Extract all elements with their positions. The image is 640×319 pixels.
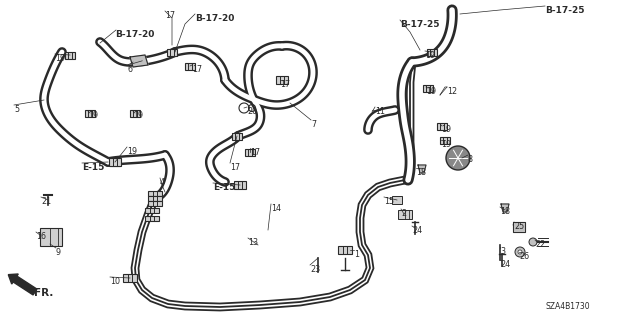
Text: 13: 13 [248,238,258,247]
Text: 19: 19 [426,87,436,96]
Text: 18: 18 [500,207,510,216]
Bar [398,210,412,219]
Text: FR.: FR. [34,288,53,298]
Bar [145,216,159,220]
Bar [85,109,95,116]
Bar [40,228,62,246]
Text: 5: 5 [14,105,19,114]
Text: 19: 19 [441,140,451,149]
Text: 8: 8 [468,155,473,164]
Text: 19: 19 [441,125,451,134]
Text: 23: 23 [310,265,320,274]
Text: 6: 6 [128,65,133,74]
Text: B-17-25: B-17-25 [545,6,584,15]
Bar [423,85,433,92]
Text: 17: 17 [192,65,202,74]
Text: 1: 1 [354,250,359,259]
Bar [110,159,120,166]
Text: E-15: E-15 [82,163,104,172]
Text: SZA4B1730: SZA4B1730 [545,302,589,311]
Text: 12: 12 [447,87,457,96]
Text: 24: 24 [412,226,422,235]
Text: 17: 17 [280,80,290,89]
Text: 20: 20 [247,107,257,116]
Bar [437,122,447,130]
Bar [338,246,352,254]
Circle shape [529,238,537,246]
Text: 2: 2 [401,209,406,218]
Bar [427,48,437,56]
Polygon shape [513,222,525,232]
Text: 22: 22 [535,240,545,249]
Bar [185,63,195,70]
FancyArrow shape [8,274,37,295]
Circle shape [518,250,522,254]
Bar [65,51,75,58]
Text: 11: 11 [375,107,385,116]
Circle shape [446,146,470,170]
Text: 24: 24 [500,260,510,269]
Text: 19: 19 [55,54,65,63]
Polygon shape [130,55,148,67]
Bar [232,132,242,139]
Text: 17: 17 [250,148,260,157]
Bar [245,149,255,155]
Bar [123,274,137,282]
Bar [148,190,162,196]
Text: 9: 9 [56,248,61,257]
Text: 4: 4 [160,178,165,187]
Text: 16: 16 [36,232,46,241]
Bar [145,207,159,212]
Polygon shape [501,204,509,212]
Text: 14: 14 [271,204,281,213]
Text: 25: 25 [514,222,524,231]
Polygon shape [418,165,426,173]
Text: 15: 15 [384,197,394,206]
Text: 10: 10 [110,277,120,286]
Text: 17: 17 [165,11,175,20]
Bar [148,196,162,201]
Bar [148,201,162,205]
Text: 3: 3 [500,247,505,256]
Bar [109,158,121,166]
Text: 19: 19 [88,111,98,120]
Text: 7: 7 [311,120,316,129]
Bar [276,76,288,84]
Text: B-17-20: B-17-20 [115,30,154,39]
Text: B-17-20: B-17-20 [195,14,234,23]
Text: 26: 26 [519,252,529,261]
Bar [130,109,140,116]
Text: 19: 19 [127,147,137,156]
Text: B-17-25: B-17-25 [400,20,440,29]
Text: 18: 18 [416,168,426,177]
Text: 19: 19 [133,111,143,120]
Text: 19: 19 [425,51,435,60]
Circle shape [515,247,525,257]
Text: 17: 17 [230,163,240,172]
Bar [392,196,402,204]
Bar [167,48,177,56]
Bar [440,137,450,144]
Text: E-15: E-15 [213,183,236,192]
Text: 21: 21 [41,197,51,206]
Bar [234,181,246,189]
